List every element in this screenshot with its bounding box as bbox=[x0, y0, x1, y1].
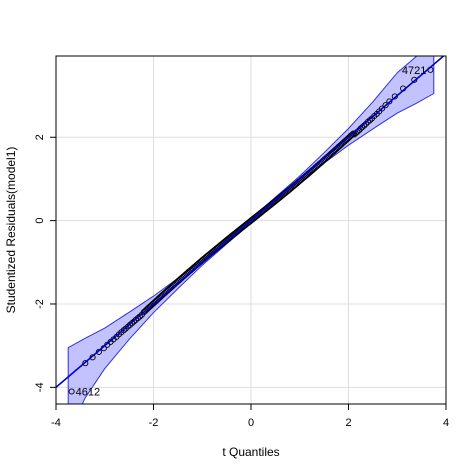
residual-point bbox=[136, 313, 143, 320]
reference-line bbox=[56, 56, 445, 388]
x-tick-label: 4 bbox=[443, 417, 449, 429]
x-tick-label: 0 bbox=[248, 417, 254, 429]
x-tick-label: -2 bbox=[149, 417, 159, 429]
residual-point bbox=[382, 102, 389, 109]
x-tick-label: -4 bbox=[51, 417, 61, 429]
reference-line-layer bbox=[56, 56, 445, 388]
point-label: 4612 bbox=[76, 386, 100, 398]
y-tick-label: 2 bbox=[34, 134, 46, 140]
residual-point bbox=[130, 318, 138, 325]
point-label: 4721 bbox=[402, 65, 426, 77]
y-axis-title: Studentized Residuals(model1) bbox=[4, 147, 18, 314]
residual-point bbox=[125, 323, 132, 330]
residual-point bbox=[386, 98, 393, 105]
x-axis-title: t Quantiles bbox=[222, 445, 279, 459]
residual-point bbox=[349, 131, 356, 138]
x-tick-label: 2 bbox=[345, 417, 351, 429]
residual-point bbox=[132, 316, 139, 323]
residual-point bbox=[82, 360, 89, 367]
y-tick-label: 0 bbox=[34, 218, 46, 224]
residual-point bbox=[68, 388, 75, 395]
y-tick-label: -2 bbox=[34, 299, 46, 309]
residual-point bbox=[120, 327, 127, 334]
residual-point bbox=[127, 321, 134, 328]
y-tick-label: -4 bbox=[34, 382, 46, 392]
residual-point bbox=[129, 320, 136, 327]
axes: -4 -2 0 2 4 -4 -2 0 2 bbox=[34, 134, 449, 429]
residual-point bbox=[350, 130, 357, 137]
point-labels: 4721 4612 bbox=[76, 65, 427, 399]
